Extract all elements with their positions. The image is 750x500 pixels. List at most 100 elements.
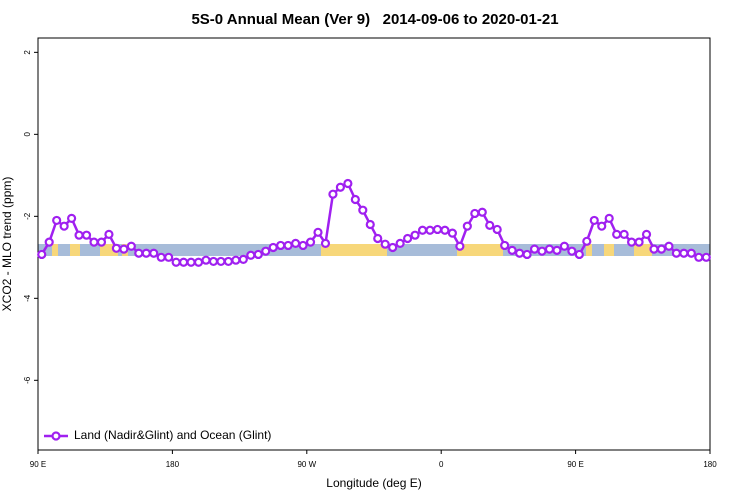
x-tick-label: 90 E	[567, 460, 583, 469]
point	[186, 257, 196, 267]
legend-marker	[51, 431, 61, 441]
point	[216, 256, 226, 267]
point	[455, 241, 465, 251]
y-tick-label: -4	[23, 294, 32, 302]
point	[171, 257, 181, 267]
point	[462, 221, 472, 231]
point	[335, 182, 345, 192]
point	[492, 224, 502, 235]
point	[477, 207, 487, 217]
point	[395, 238, 405, 248]
point	[253, 249, 263, 260]
point	[37, 249, 47, 260]
point	[149, 248, 159, 258]
y-tick-label: -2	[23, 212, 32, 220]
point	[276, 240, 286, 251]
point	[246, 250, 256, 260]
point	[552, 245, 562, 255]
point	[283, 240, 293, 251]
point	[89, 237, 99, 247]
point	[52, 215, 62, 226]
point	[96, 237, 107, 247]
point	[500, 240, 510, 251]
point	[634, 237, 644, 247]
point	[656, 244, 667, 254]
point	[320, 238, 331, 248]
x-tick-label: 0	[439, 460, 444, 469]
point	[305, 237, 316, 247]
point	[328, 189, 338, 199]
point	[649, 244, 659, 254]
point	[201, 255, 211, 265]
point	[686, 248, 696, 258]
point	[268, 242, 278, 253]
y-tick-label: 2	[23, 50, 32, 55]
point	[664, 241, 674, 251]
point	[619, 229, 629, 239]
point	[417, 225, 428, 235]
point	[141, 248, 151, 258]
x-tick-label: 90 W	[297, 460, 316, 469]
point	[59, 221, 69, 231]
point	[432, 224, 443, 235]
point	[626, 237, 637, 247]
y-axis-label: XCO2 - MLO trend (ppm)	[0, 177, 14, 312]
point	[380, 239, 390, 249]
x-tick-label: 90 E	[30, 460, 46, 469]
point	[343, 178, 353, 189]
point	[66, 213, 77, 223]
legend-label: Land (Nadir&Glint) and Ocean (Glint)	[74, 428, 271, 442]
point	[671, 248, 682, 258]
x-tick-label: 180	[703, 460, 717, 469]
point	[574, 249, 584, 260]
point	[447, 228, 457, 238]
point	[604, 213, 614, 223]
x-axis-label: Longitude (deg E)	[326, 476, 421, 490]
point	[179, 257, 189, 267]
chart-title: 5S-0 Annual Mean (Ver 9) 2014-09-06 to 2…	[191, 11, 558, 28]
point	[694, 252, 704, 262]
point	[365, 219, 375, 230]
point	[679, 248, 689, 258]
point	[582, 236, 592, 246]
plot-frame	[37, 37, 711, 451]
point	[544, 244, 555, 254]
point	[238, 254, 248, 264]
point	[537, 246, 547, 256]
point	[231, 255, 241, 265]
point	[425, 225, 435, 235]
point	[507, 245, 517, 255]
point	[164, 252, 174, 262]
point	[485, 220, 495, 230]
point	[529, 244, 540, 254]
point	[74, 230, 84, 240]
point	[134, 248, 144, 258]
point	[81, 230, 92, 240]
point	[589, 215, 599, 226]
point	[522, 249, 532, 260]
y-tick-label: -6	[23, 376, 32, 384]
point	[358, 205, 368, 215]
point	[298, 240, 308, 251]
point	[44, 237, 54, 247]
point	[373, 233, 383, 244]
point	[291, 238, 301, 248]
point	[403, 233, 413, 244]
point	[261, 246, 271, 256]
point	[701, 252, 711, 262]
point	[641, 229, 652, 239]
point	[350, 194, 360, 205]
point	[410, 230, 420, 240]
x-tick-label: 180	[166, 460, 180, 469]
point	[104, 229, 114, 239]
point	[223, 256, 233, 267]
point	[567, 246, 577, 256]
y-tick-label: 0	[23, 132, 32, 137]
point	[388, 242, 398, 253]
point	[597, 221, 607, 231]
point	[208, 256, 219, 267]
point	[126, 241, 136, 251]
point	[313, 227, 323, 237]
